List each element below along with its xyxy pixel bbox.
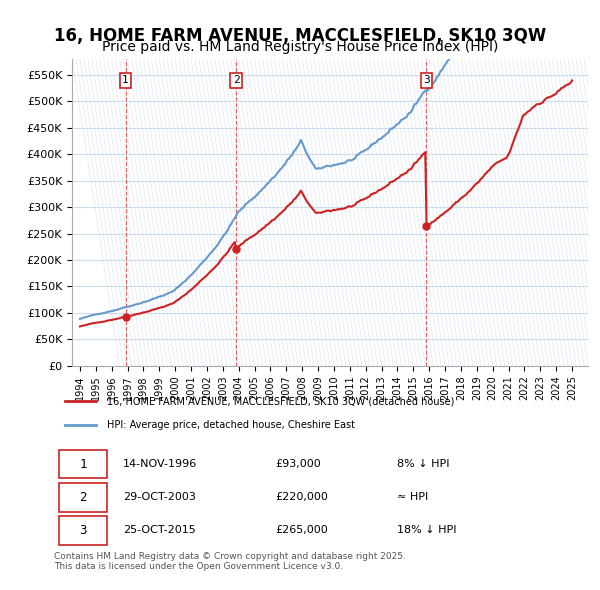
Text: £220,000: £220,000	[276, 492, 329, 502]
FancyBboxPatch shape	[59, 483, 107, 512]
Text: 2: 2	[79, 490, 87, 504]
Text: 8% ↓ HPI: 8% ↓ HPI	[397, 459, 450, 469]
Text: 16, HOME FARM AVENUE, MACCLESFIELD, SK10 3QW: 16, HOME FARM AVENUE, MACCLESFIELD, SK10…	[54, 27, 546, 45]
Text: 16, HOME FARM AVENUE, MACCLESFIELD, SK10 3QW (detached house): 16, HOME FARM AVENUE, MACCLESFIELD, SK10…	[107, 396, 454, 407]
Text: ≈ HPI: ≈ HPI	[397, 492, 428, 502]
Text: £265,000: £265,000	[276, 525, 329, 535]
FancyBboxPatch shape	[59, 516, 107, 545]
Text: Price paid vs. HM Land Registry's House Price Index (HPI): Price paid vs. HM Land Registry's House …	[102, 40, 498, 54]
Text: Contains HM Land Registry data © Crown copyright and database right 2025.
This d: Contains HM Land Registry data © Crown c…	[54, 552, 406, 571]
Text: 1: 1	[122, 76, 129, 86]
Text: 29-OCT-2003: 29-OCT-2003	[122, 492, 196, 502]
Text: 3: 3	[79, 523, 87, 537]
FancyBboxPatch shape	[59, 450, 107, 478]
Text: HPI: Average price, detached house, Cheshire East: HPI: Average price, detached house, Ches…	[107, 419, 355, 430]
Text: £93,000: £93,000	[276, 459, 322, 469]
Text: 14-NOV-1996: 14-NOV-1996	[122, 459, 197, 469]
Text: 25-OCT-2015: 25-OCT-2015	[122, 525, 196, 535]
Text: 2: 2	[233, 76, 239, 86]
Text: 1: 1	[79, 457, 87, 471]
Text: 18% ↓ HPI: 18% ↓ HPI	[397, 525, 457, 535]
Text: 3: 3	[423, 76, 430, 86]
